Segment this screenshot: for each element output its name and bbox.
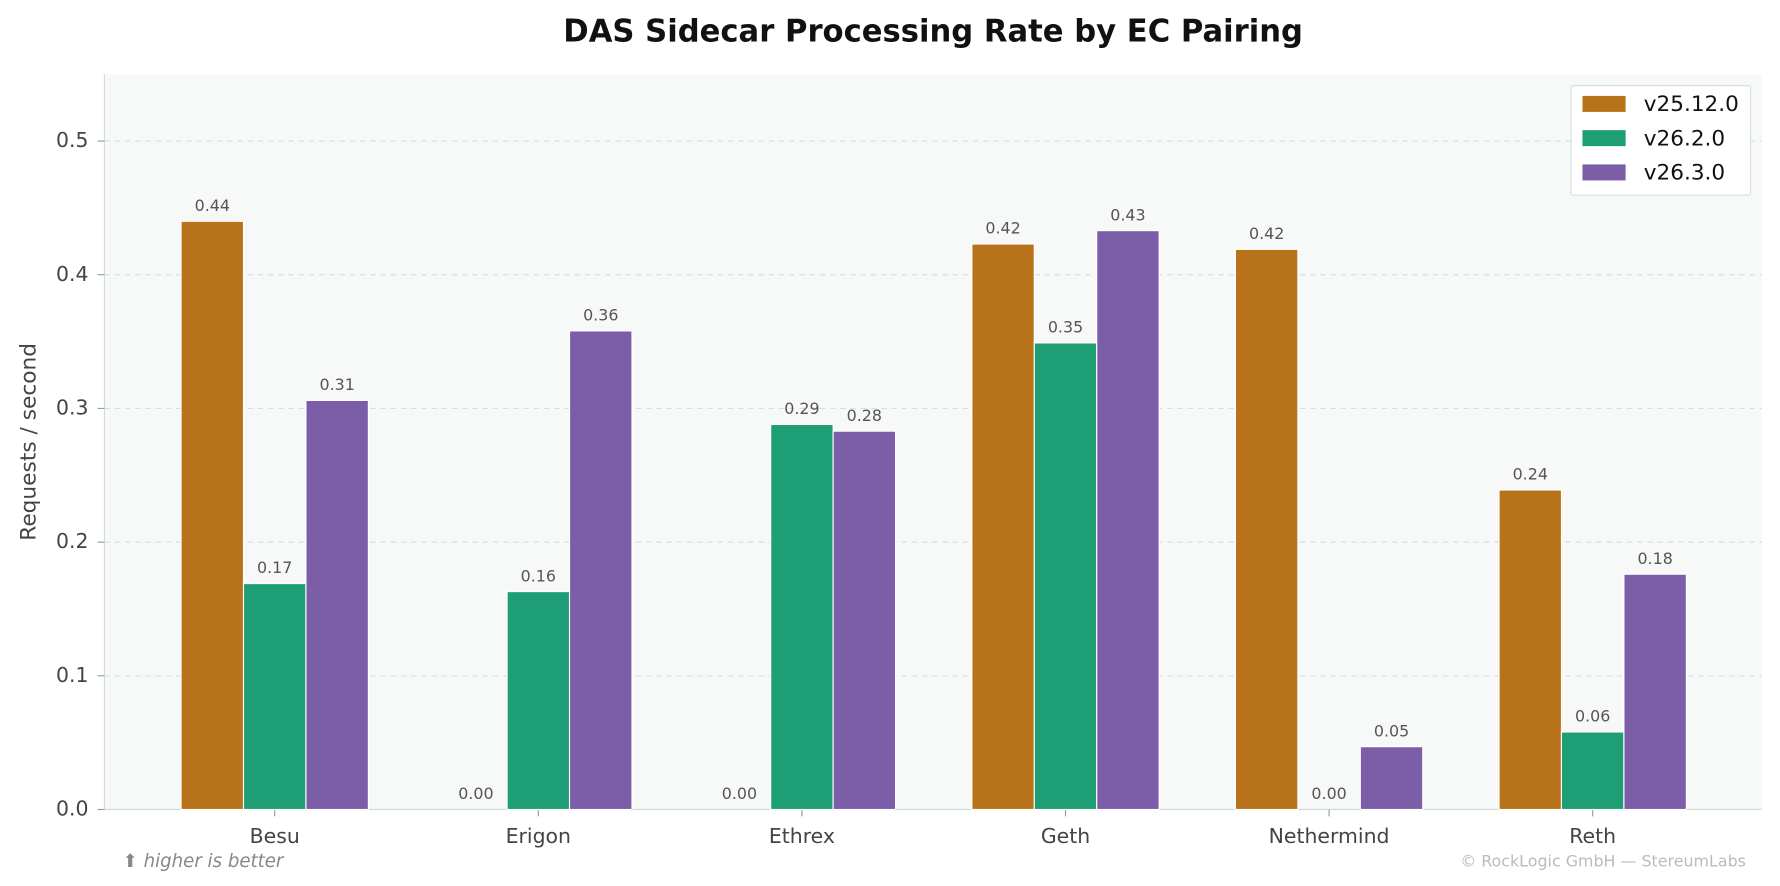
bar xyxy=(1560,731,1625,811)
value-label: 0.31 xyxy=(319,375,354,394)
annotation: ⬆ higher is better xyxy=(123,851,285,872)
value-label: 0.05 xyxy=(1374,721,1409,740)
value-label: 0.06 xyxy=(1575,707,1610,726)
value-label: 0.00 xyxy=(458,784,493,803)
legend-swatch xyxy=(1582,130,1626,147)
y-axis-label: Requests / second xyxy=(17,343,42,541)
bar xyxy=(1498,489,1563,811)
annotation: © RockLogic GmbH — StereumLabs xyxy=(1460,851,1746,870)
bar xyxy=(305,399,369,811)
x-tick-label: Nethermind xyxy=(1269,824,1390,848)
value-label: 0.24 xyxy=(1513,465,1548,484)
value-label: 0.43 xyxy=(1110,205,1145,224)
value-label: 0.28 xyxy=(847,406,882,425)
y-tick-label: 0.4 xyxy=(56,262,88,286)
bar xyxy=(1623,573,1687,811)
x-tick-label: Reth xyxy=(1569,824,1616,848)
bar xyxy=(568,330,633,811)
x-tick-label: Ethrex xyxy=(769,824,835,848)
chart-title: DAS Sidecar Processing Rate by EC Pairin… xyxy=(563,14,1303,50)
value-label: 0.42 xyxy=(1249,224,1284,243)
legend-label: v26.3.0 xyxy=(1644,161,1725,186)
bar xyxy=(506,591,571,811)
value-label: 0.18 xyxy=(1637,549,1672,568)
x-tick-label: Besu xyxy=(250,824,300,848)
bar xyxy=(1096,230,1160,811)
x-tick-label: Erigon xyxy=(506,824,571,848)
bar xyxy=(1234,248,1299,811)
legend-label: v25.12.0 xyxy=(1644,92,1739,117)
y-tick-label: 0.3 xyxy=(56,395,88,419)
legend-swatch xyxy=(1582,164,1626,181)
bar xyxy=(242,582,307,811)
bar xyxy=(832,430,897,811)
plot-area xyxy=(104,74,1762,810)
bar xyxy=(971,243,1035,811)
bar xyxy=(1359,746,1424,811)
value-label: 0.29 xyxy=(784,399,819,418)
y-tick-label: 0.1 xyxy=(56,663,88,687)
value-label: 0.42 xyxy=(985,219,1020,238)
value-label: 0.35 xyxy=(1048,318,1083,337)
value-label: 0.00 xyxy=(722,784,757,803)
legend-label: v26.2.0 xyxy=(1644,126,1725,151)
bar xyxy=(180,220,245,811)
y-tick-label: 0.2 xyxy=(56,529,88,553)
bar xyxy=(1033,342,1098,811)
bar xyxy=(770,423,834,811)
value-label: 0.36 xyxy=(583,306,618,325)
value-label: 0.17 xyxy=(257,558,292,577)
value-label: 0.44 xyxy=(195,196,230,215)
x-tick-label: Geth xyxy=(1041,824,1090,848)
y-tick-label: 0.5 xyxy=(56,128,88,152)
value-label: 0.16 xyxy=(521,566,556,585)
legend-swatch xyxy=(1582,95,1626,112)
y-tick-label: 0.0 xyxy=(56,796,88,820)
value-label: 0.00 xyxy=(1311,784,1346,803)
